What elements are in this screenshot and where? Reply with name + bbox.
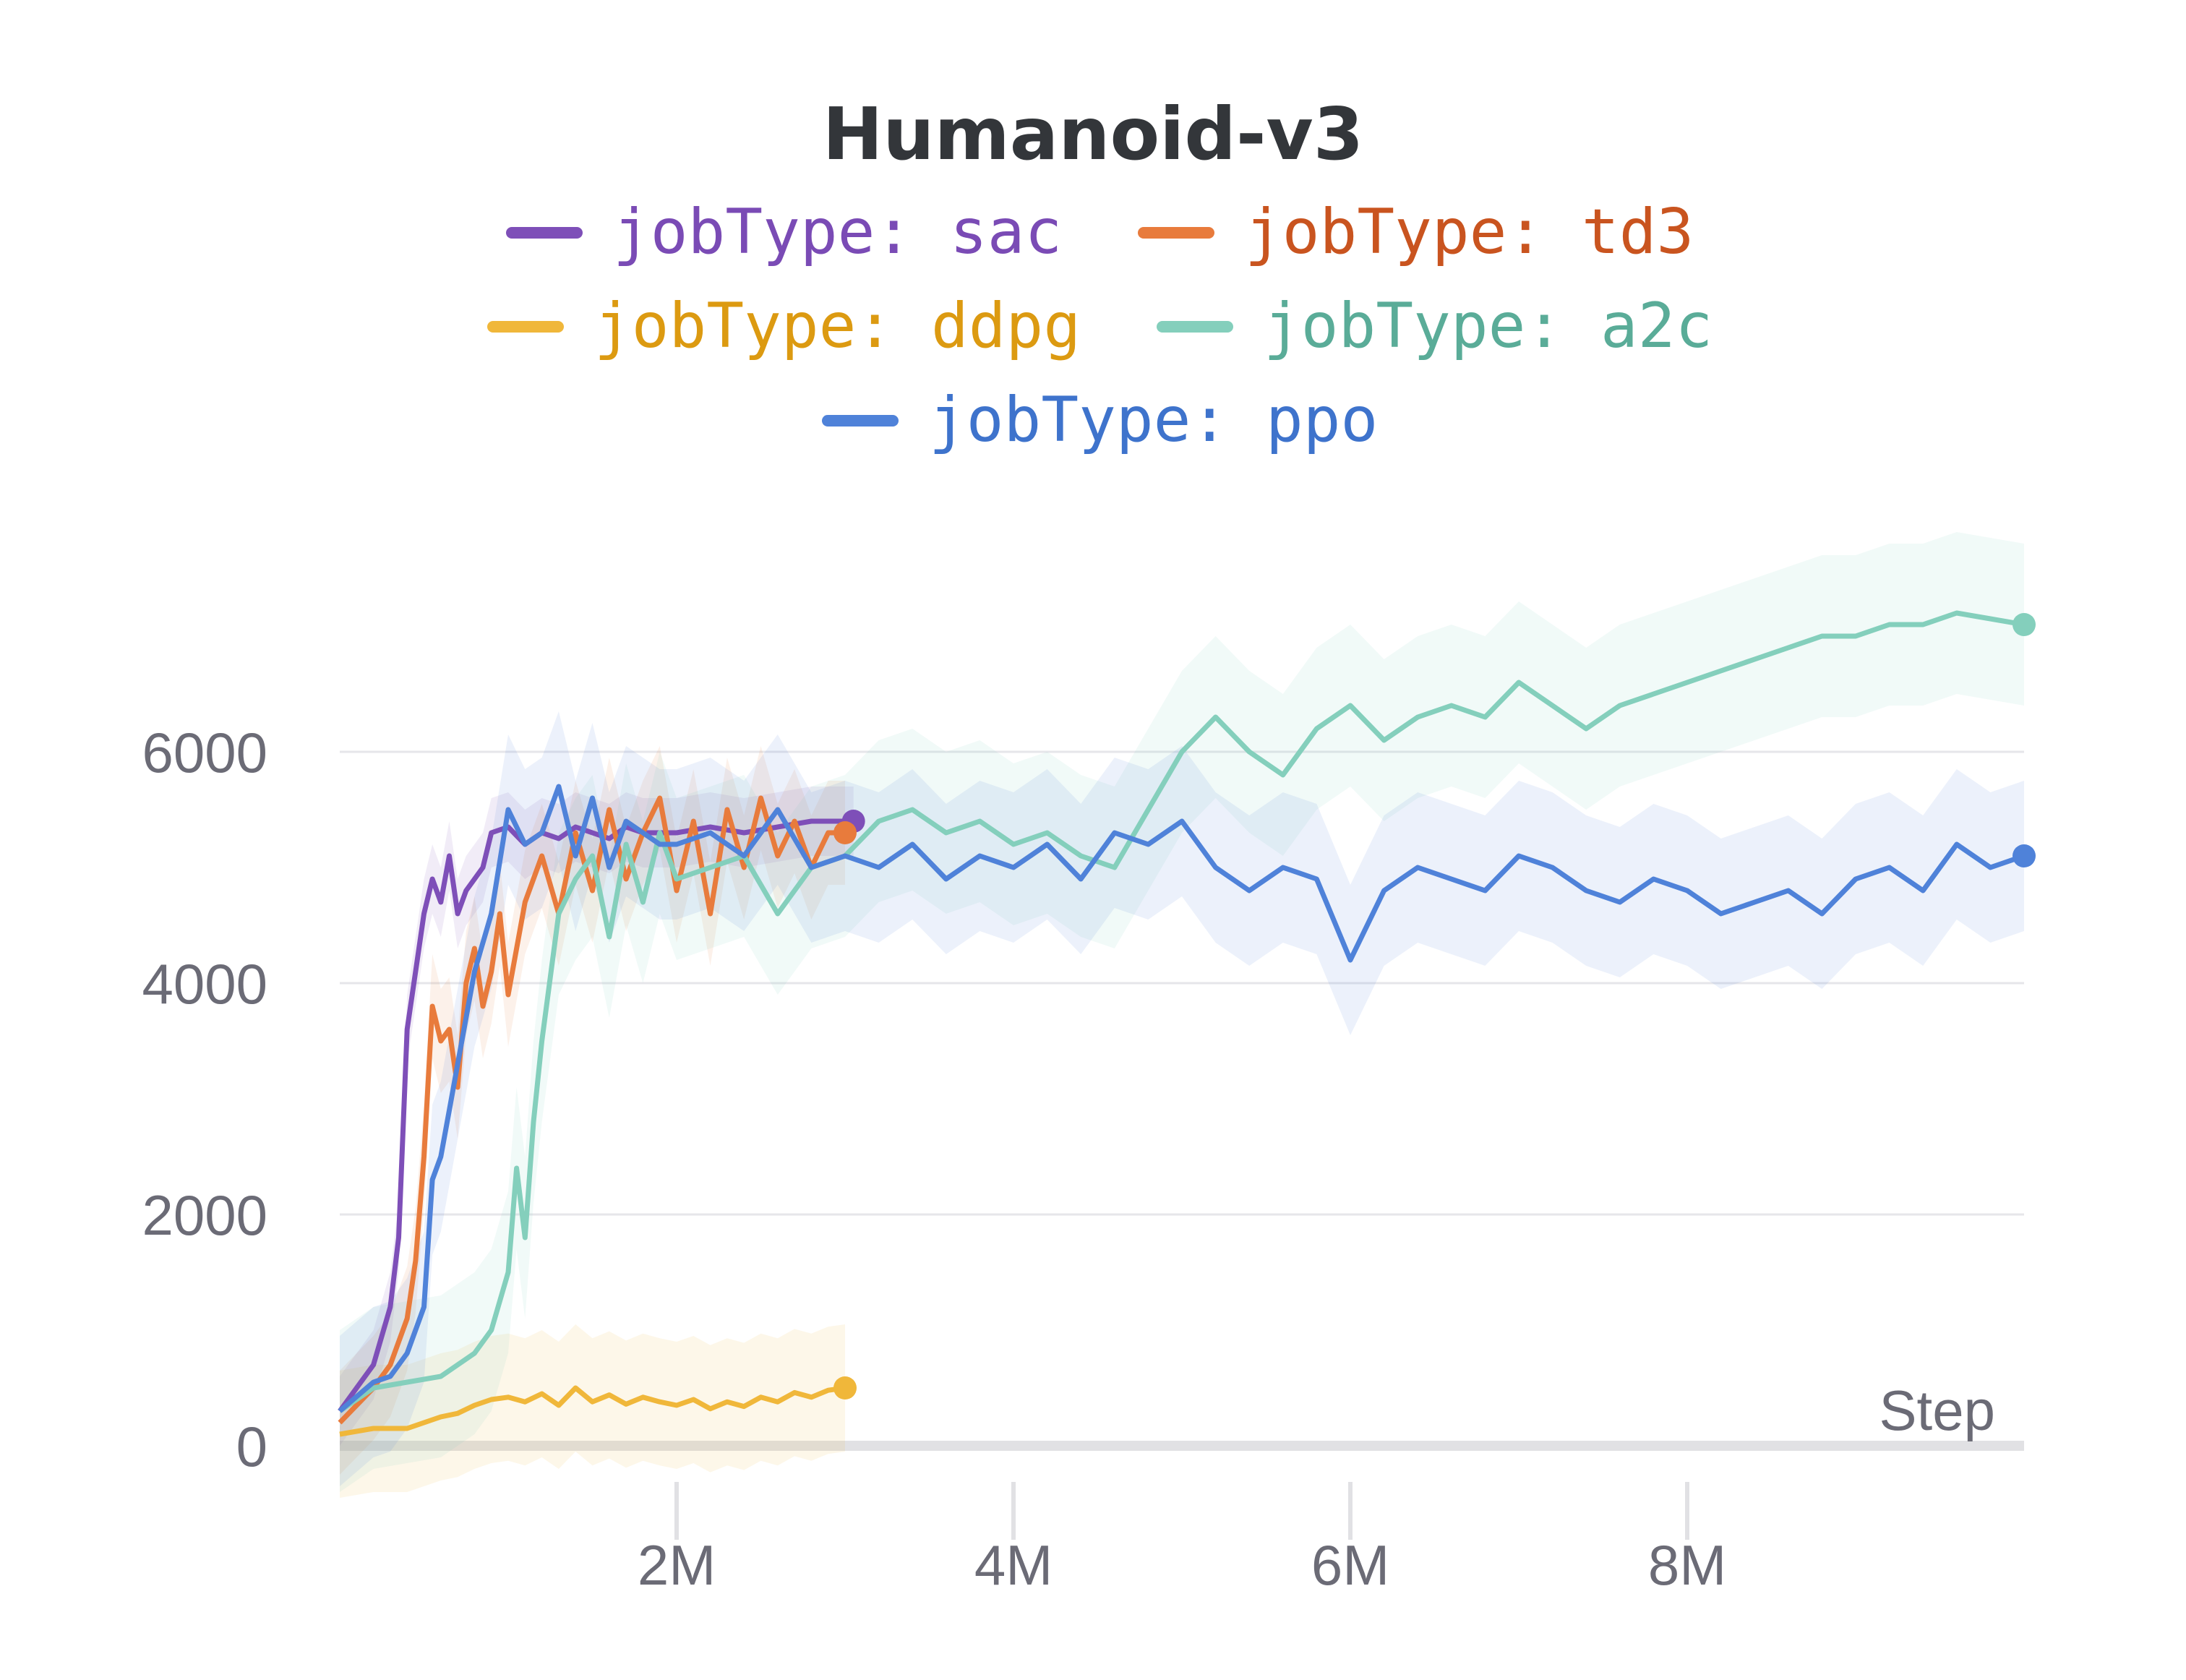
x-tick-label-2: 6M <box>1311 1533 1389 1597</box>
axes: 0 2000 4000 6000 2M 4M 6M 8M Step <box>142 721 1995 1597</box>
y-tick-label-2: 4000 <box>142 952 267 1016</box>
chart-title: Humanoid-v3 <box>823 92 1364 176</box>
band-series-3 <box>340 532 2024 1492</box>
legend-label-4: jobType: ppo <box>929 384 1378 456</box>
x-axis-title: Step <box>1879 1379 1995 1442</box>
y-tick-label-0: 0 <box>236 1415 267 1478</box>
x-tick-label-1: 4M <box>974 1533 1053 1597</box>
band-series-4 <box>340 711 2024 1486</box>
line-series-0 <box>338 818 854 1413</box>
endpoint-series-1 <box>833 821 857 844</box>
variance-bands <box>340 532 2024 1498</box>
band-series-2 <box>340 1324 845 1498</box>
legend: jobType: sac jobType: td3 jobType: ddpg job… <box>487 196 1713 456</box>
endpoint-series-3 <box>2013 613 2036 636</box>
line-series-2 <box>339 1385 846 1437</box>
legend-label-2: jobType: ddpg <box>594 290 1081 362</box>
line-series-3 <box>338 610 2025 1413</box>
legend-label-0: jobType: sac <box>613 196 1062 268</box>
endpoint-series-4 <box>2013 844 2036 867</box>
x-tick-label-0: 2M <box>638 1533 716 1597</box>
y-tick-label-1: 2000 <box>142 1183 267 1247</box>
series-lines <box>338 610 2036 1437</box>
endpoint-series-2 <box>833 1376 857 1400</box>
y-tick-label-3: 6000 <box>142 721 267 784</box>
x-tick-label-3: 8M <box>1648 1533 1726 1597</box>
line-series-4 <box>338 784 2026 1413</box>
legend-label-1: jobType: td3 <box>1245 196 1694 268</box>
legend-label-3: jobType: a2c <box>1264 290 1713 362</box>
